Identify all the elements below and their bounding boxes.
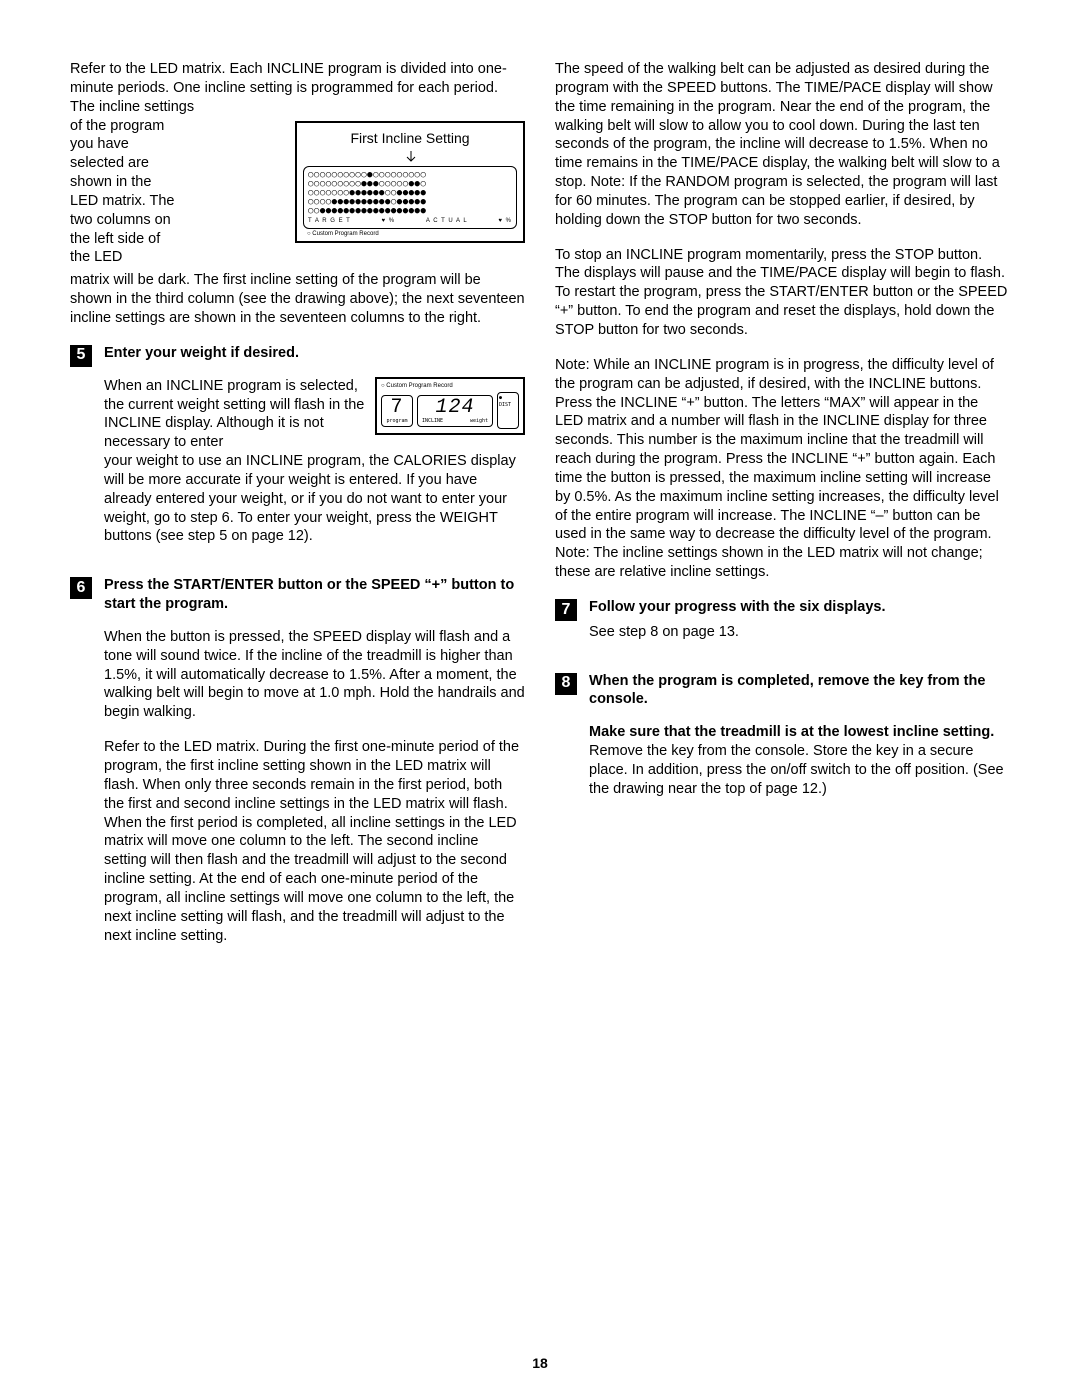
led-label-actual: A C T U A L [426, 218, 468, 226]
dist-label: DIST [499, 402, 511, 408]
led-label-target: T A R G E T [308, 218, 351, 226]
intro-after-para: matrix will be dark. The first incline s… [70, 271, 525, 328]
step-number: 5 [70, 345, 92, 367]
led-caption: First Incline Setting [303, 129, 517, 147]
step-6-title: Press the START/ENTER button or the SPEE… [104, 576, 525, 614]
step6-p1: When the button is pressed, the SPEED di… [104, 628, 525, 722]
heart-icon: ♥ % [498, 218, 512, 226]
step-number: 6 [70, 577, 92, 599]
step-5-title: Enter your weight if desired. [104, 344, 525, 363]
led-row: ○○●●●●●●●●●●●●●●●●●● [306, 207, 514, 216]
disp-top-label: Custom Program Record [386, 383, 452, 389]
step6-p2: Refer to the LED matrix. During the firs… [104, 738, 525, 945]
step-5-block: 5 Enter your weight if desired. ○ Custom… [70, 344, 525, 562]
left-column: Refer to the LED matrix. Each INCLINE pr… [70, 60, 525, 975]
led-matrix-figure: First Incline Setting ○○○○○○○○○○●○○○○○○○… [295, 121, 525, 243]
step-8-block: 8 When the program is completed, remove … [555, 672, 1010, 815]
step-7-title: Follow your progress with the six displa… [589, 598, 1010, 617]
weight-label: weight [470, 418, 488, 425]
incline-display-figure: ○ Custom Program Record 7 program 124 [375, 377, 525, 436]
step-number: 7 [555, 599, 577, 621]
weight-digits: 124 [422, 398, 488, 418]
led-sublabel: ○ Custom Program Record [303, 229, 517, 239]
right-p3: Note: While an INCLINE program is in pro… [555, 356, 1010, 582]
step-7-block: 7 Follow your progress with the six disp… [555, 598, 1010, 658]
pointer-arrow-icon [303, 151, 519, 163]
intro-narrow-text: of the program you have selected are sho… [70, 117, 180, 268]
step8-p1: Make sure that the treadmill is at the l… [589, 723, 1010, 798]
right-p2: To stop an INCLINE program momentarily, … [555, 246, 1010, 340]
step-number: 8 [555, 673, 577, 695]
right-p1: The speed of the walking belt can be adj… [555, 60, 1010, 230]
step5-after-text: your weight to use an INCLINE program, t… [104, 452, 525, 546]
right-column: The speed of the walking belt can be adj… [555, 60, 1010, 975]
intro-top-para: Refer to the LED matrix. Each INCLINE pr… [70, 60, 525, 117]
step7-p1: See step 8 on page 13. [589, 623, 1010, 642]
heart-icon: ♥ % [382, 218, 396, 226]
program-digit: 7 [386, 398, 408, 418]
incline-label: INCLINE [422, 418, 443, 425]
page-number: 18 [0, 1354, 1080, 1372]
step-8-title: When the program is completed, remove th… [589, 672, 1010, 710]
step-6-block: 6 Press the START/ENTER button or the SP… [70, 576, 525, 961]
